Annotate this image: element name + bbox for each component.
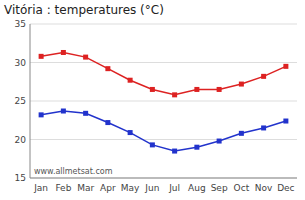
plot-area: [39, 50, 289, 154]
marker: [172, 149, 177, 154]
x-tick-label: Feb: [55, 183, 71, 193]
x-tick-label: Aug: [188, 183, 206, 193]
marker: [150, 142, 155, 147]
marker: [283, 119, 288, 124]
marker: [83, 111, 88, 116]
marker: [61, 109, 66, 114]
x-axis: [30, 178, 297, 179]
x-tick-label: Oct: [234, 183, 250, 193]
marker: [105, 66, 110, 71]
marker: [239, 131, 244, 136]
marker: [217, 87, 222, 92]
marker: [261, 74, 266, 79]
marker: [150, 87, 155, 92]
marker: [83, 55, 88, 60]
marker: [128, 130, 133, 135]
x-tick-label: Jun: [144, 183, 159, 193]
x-tick-label: Nov: [255, 183, 273, 193]
line: [41, 111, 286, 151]
grid-line: [30, 101, 297, 102]
marker: [39, 54, 44, 59]
marker: [283, 64, 288, 69]
marker: [217, 139, 222, 144]
y-tick-label: 30: [15, 58, 27, 68]
x-tick-label: Sep: [211, 183, 228, 193]
line: [41, 52, 286, 94]
x-tick-label: Dec: [277, 183, 294, 193]
marker: [105, 120, 110, 125]
grid-line: [30, 62, 297, 63]
marker: [261, 125, 266, 130]
marker: [239, 82, 244, 87]
marker: [39, 112, 44, 117]
x-tick-label: Jul: [168, 183, 180, 193]
marker: [61, 50, 66, 55]
marker: [194, 145, 199, 150]
grid-line: [30, 139, 297, 140]
x-tick-label: Apr: [100, 183, 116, 193]
chart: Vitória : temperatures (°C) 15 20 25 30 35 Jan…: [0, 0, 305, 200]
title: Vitória : temperatures (°C): [4, 3, 164, 17]
x-tick-label: Jan: [33, 183, 48, 193]
y-tick-label: 15: [15, 173, 26, 183]
marker: [194, 87, 199, 92]
watermark: www.allmetsat.com: [34, 167, 113, 176]
y-tick-label: 35: [15, 19, 26, 29]
y-tick-label: 25: [15, 96, 26, 106]
x-tick-label: May: [121, 183, 140, 193]
x-tick-label: Mar: [77, 183, 94, 193]
marker: [128, 78, 133, 83]
y-tick-label: 20: [15, 135, 27, 145]
y-axis: [30, 24, 31, 178]
grid-line: [30, 24, 297, 25]
grid-line: [30, 178, 297, 179]
marker: [172, 92, 177, 97]
